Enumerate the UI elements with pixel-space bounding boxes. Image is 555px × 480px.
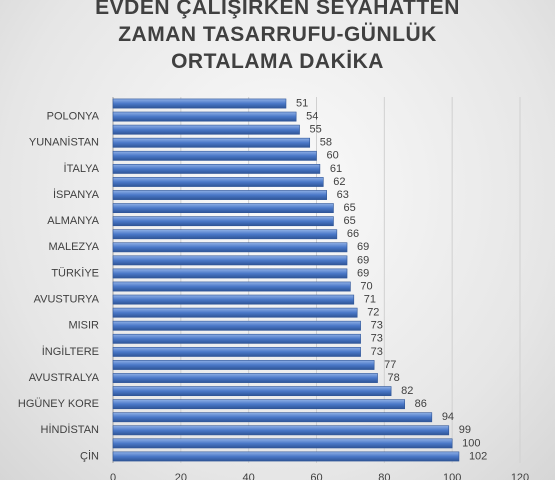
bar bbox=[112, 111, 297, 122]
bar bbox=[112, 268, 348, 279]
y-tick-label: MALEZYA bbox=[48, 241, 99, 253]
value-label: 54 bbox=[306, 111, 318, 123]
bar bbox=[112, 346, 361, 357]
bar bbox=[112, 163, 321, 174]
value-label: 69 bbox=[357, 267, 369, 279]
bar bbox=[112, 229, 338, 240]
bar bbox=[112, 203, 334, 214]
chart-title: EVDEN ÇALIŞIRKEN SEYAHATTEN ZAMAN TASARR… bbox=[95, 0, 460, 73]
bar bbox=[112, 150, 317, 161]
bar bbox=[112, 98, 287, 109]
y-tick-label: MISIR bbox=[68, 320, 99, 332]
y-tick-label: ÇİN bbox=[80, 449, 99, 462]
bar bbox=[112, 373, 378, 383]
value-label: 63 bbox=[337, 189, 349, 201]
bar bbox=[112, 438, 453, 449]
y-tick-label: İNGİLTERE bbox=[42, 345, 99, 358]
y-tick-label: POLONYA bbox=[47, 111, 100, 123]
y-tick-label: AVUSTRALYA bbox=[29, 372, 100, 384]
bar bbox=[112, 137, 311, 148]
value-label: 73 bbox=[371, 346, 383, 358]
value-label: 99 bbox=[459, 424, 471, 436]
value-label: 73 bbox=[371, 333, 383, 345]
value-label: 86 bbox=[415, 398, 427, 410]
y-tick-label: İTALYA bbox=[64, 162, 100, 175]
bar bbox=[112, 386, 392, 397]
bar bbox=[112, 425, 450, 436]
y-tick-label: İSPANYA bbox=[53, 188, 100, 201]
value-label: 69 bbox=[357, 241, 369, 253]
value-label: 73 bbox=[371, 320, 383, 332]
y-tick-label: ALMANYA bbox=[47, 215, 99, 227]
y-tick-label: YUNANİSTAN bbox=[29, 136, 99, 149]
x-tick-label: 100 bbox=[443, 472, 461, 480]
y-tick-label: AVUSTURYA bbox=[34, 294, 100, 306]
x-tick-label: 20 bbox=[175, 472, 187, 480]
value-label: 94 bbox=[442, 411, 454, 423]
bar bbox=[112, 451, 460, 462]
y-tick-label: HİNDİSTAN bbox=[41, 423, 100, 436]
value-label: 70 bbox=[360, 280, 372, 292]
y-tick-label: HGÜNEY KORE bbox=[18, 398, 99, 410]
value-label: 66 bbox=[347, 228, 359, 240]
bar bbox=[112, 294, 355, 305]
value-label: 60 bbox=[327, 150, 339, 162]
value-label: 61 bbox=[330, 163, 342, 175]
bar bbox=[112, 320, 361, 331]
value-label: 62 bbox=[333, 176, 345, 188]
bar bbox=[112, 360, 375, 370]
bar bbox=[112, 281, 351, 292]
value-label: 58 bbox=[320, 137, 332, 149]
value-label: 82 bbox=[401, 385, 413, 397]
value-label: 69 bbox=[357, 254, 369, 266]
value-label: 78 bbox=[388, 372, 400, 384]
value-label: 51 bbox=[296, 97, 308, 109]
x-tick-label: 60 bbox=[310, 472, 322, 480]
bar bbox=[112, 307, 358, 318]
bar bbox=[112, 399, 405, 410]
bar bbox=[112, 255, 348, 266]
bar bbox=[112, 333, 361, 344]
value-label: 77 bbox=[384, 359, 396, 371]
bar bbox=[112, 177, 324, 187]
x-tick-label: 0 bbox=[110, 472, 116, 480]
bar bbox=[112, 216, 334, 227]
x-tick-label: 80 bbox=[378, 472, 390, 480]
bar bbox=[112, 190, 327, 200]
y-tick-label: TÜRKİYE bbox=[51, 266, 99, 279]
bar bbox=[112, 242, 348, 253]
value-label: 55 bbox=[310, 124, 322, 136]
value-label: 71 bbox=[364, 294, 376, 306]
bar bbox=[112, 124, 300, 135]
bar bbox=[112, 412, 433, 423]
value-label: 72 bbox=[367, 307, 379, 319]
value-label: 100 bbox=[462, 437, 480, 449]
value-label: 65 bbox=[343, 202, 355, 214]
value-label: 102 bbox=[469, 450, 487, 462]
value-label: 65 bbox=[343, 215, 355, 227]
x-tick-label: 40 bbox=[243, 472, 255, 480]
x-tick-label: 120 bbox=[511, 472, 529, 480]
